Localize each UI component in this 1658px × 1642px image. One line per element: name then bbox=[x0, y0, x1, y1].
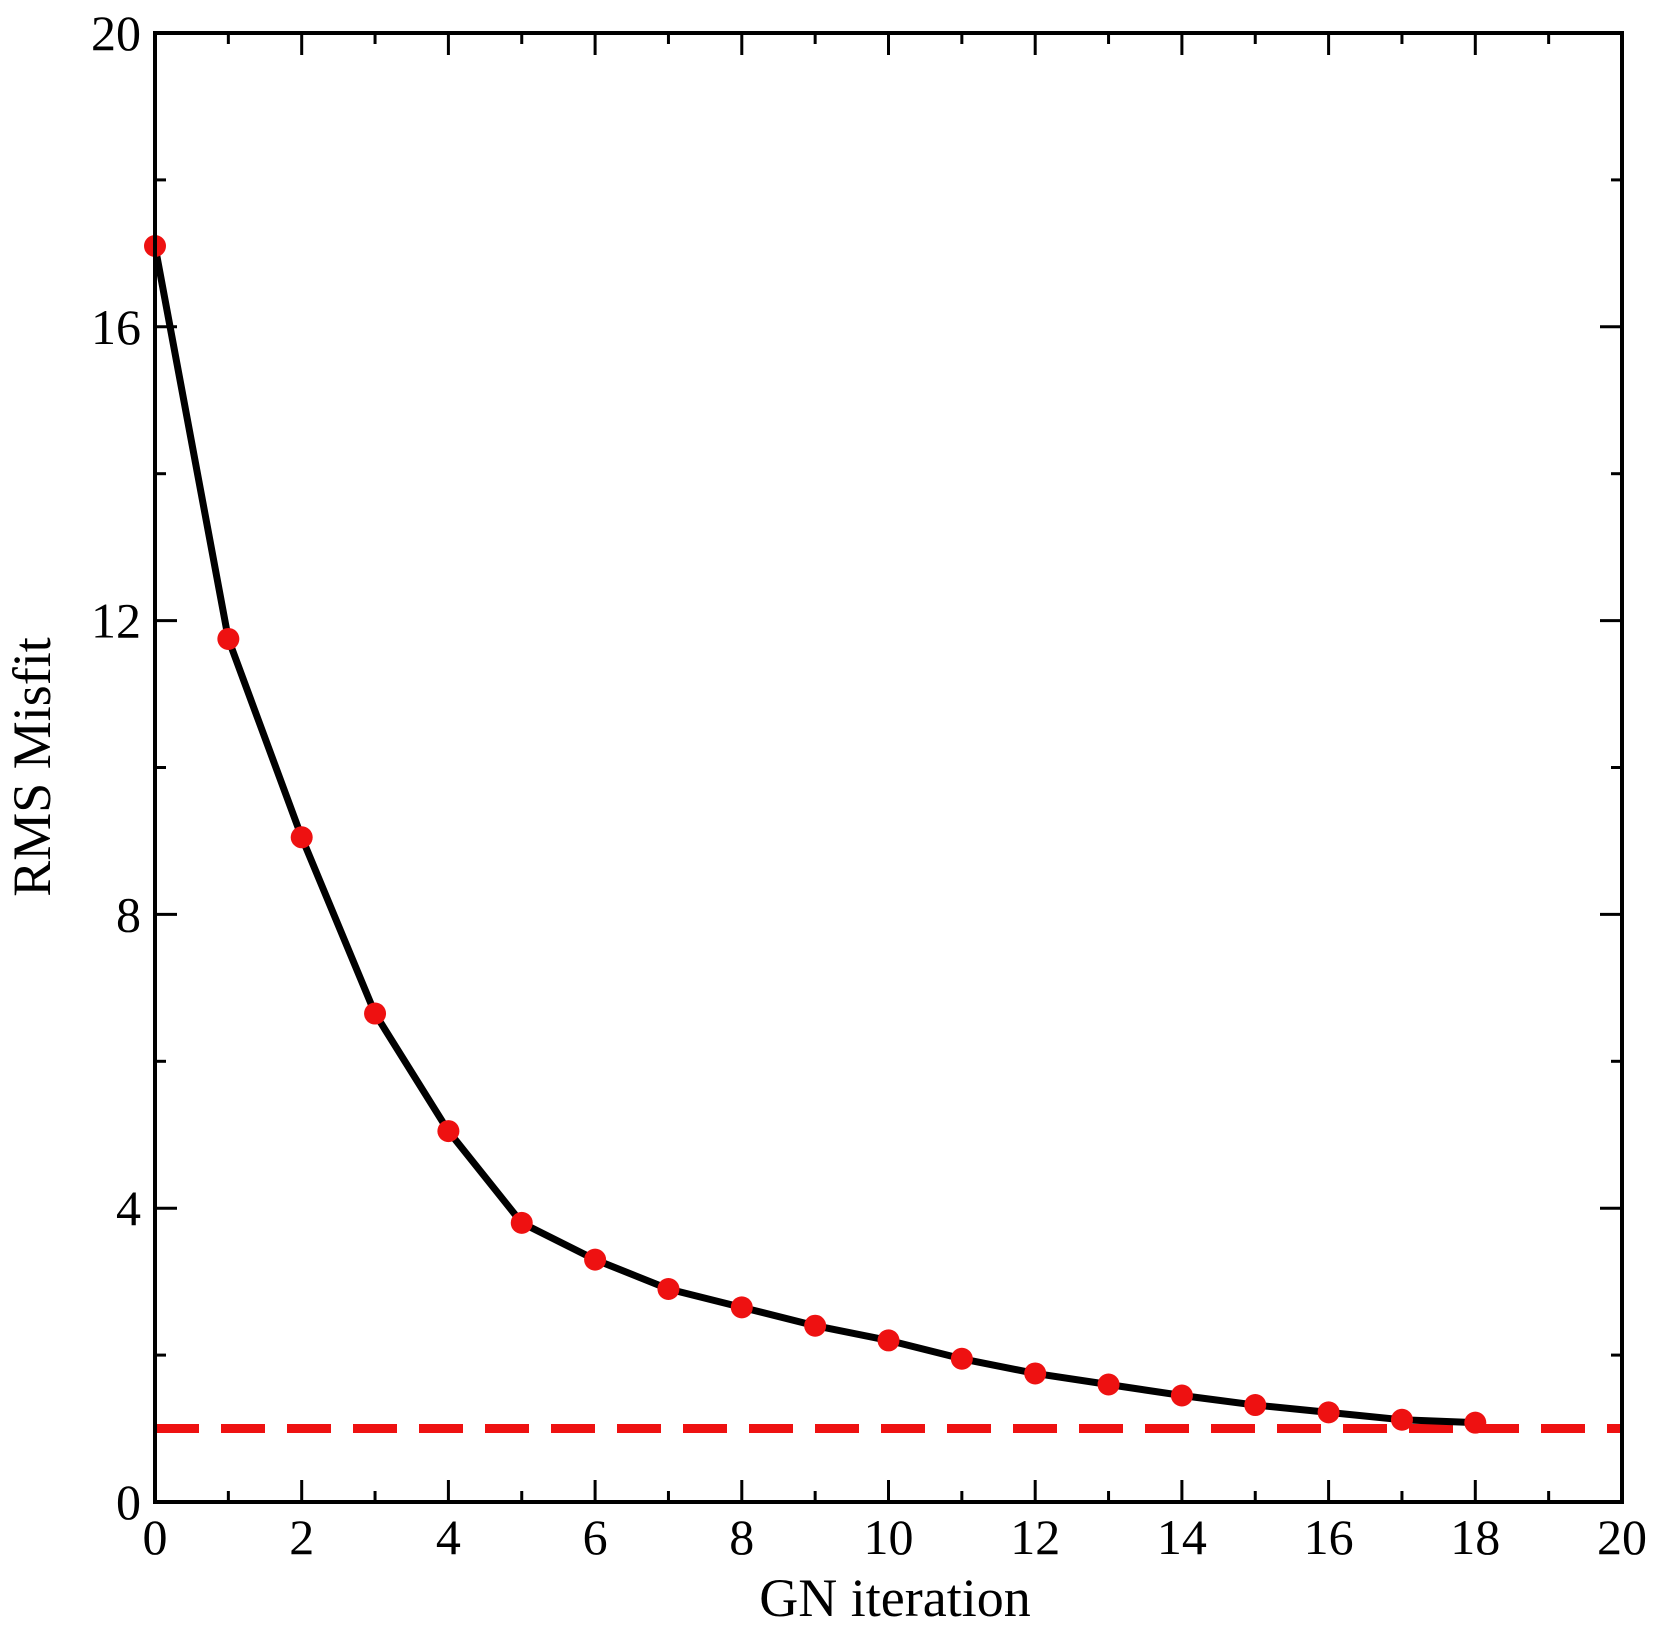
data-point bbox=[1317, 1401, 1340, 1424]
y-tick-label: 20 bbox=[91, 5, 141, 61]
data-point bbox=[290, 826, 313, 849]
data-point bbox=[584, 1248, 607, 1271]
x-tick-label: 12 bbox=[1010, 1509, 1060, 1565]
data-point bbox=[730, 1296, 753, 1319]
y-tick-label: 0 bbox=[116, 1474, 141, 1530]
data-point bbox=[804, 1314, 827, 1337]
data-point bbox=[510, 1211, 533, 1234]
data-point bbox=[1024, 1362, 1047, 1385]
x-axis-label: GN iteration bbox=[759, 1568, 1030, 1628]
y-tick-label: 8 bbox=[116, 886, 141, 942]
data-point bbox=[437, 1120, 460, 1143]
data-point bbox=[1097, 1373, 1120, 1396]
ticks-layer bbox=[153, 31, 1624, 1504]
x-tick-label: 10 bbox=[864, 1509, 914, 1565]
x-tick-label: 6 bbox=[583, 1509, 608, 1565]
series-layer bbox=[151, 242, 1479, 1427]
data-point bbox=[657, 1277, 680, 1300]
x-tick-label: 20 bbox=[1597, 1509, 1647, 1565]
x-tick-label: 0 bbox=[143, 1509, 168, 1565]
x-tick-label: 8 bbox=[729, 1509, 754, 1565]
data-point bbox=[217, 627, 240, 650]
x-tick-label: 2 bbox=[289, 1509, 314, 1565]
x-tick-label: 4 bbox=[436, 1509, 461, 1565]
data-point bbox=[877, 1329, 900, 1352]
data-point bbox=[1244, 1394, 1267, 1417]
y-tick-label: 16 bbox=[91, 299, 141, 355]
y-axis-label: RMS Misfit bbox=[2, 637, 62, 897]
x-tick-label: 16 bbox=[1304, 1509, 1354, 1565]
tick-label-layer: 0 2 4 6 8 10 12 14 16 18 20 0 4 8 12 16 20 bbox=[91, 5, 1647, 1565]
plot-frame bbox=[153, 31, 1624, 1504]
series-line bbox=[151, 242, 1479, 1427]
data-point bbox=[1170, 1384, 1193, 1407]
x-tick-label: 18 bbox=[1450, 1509, 1500, 1565]
data-point bbox=[1464, 1411, 1487, 1434]
x-tick-label: 14 bbox=[1157, 1509, 1207, 1565]
y-tick-label: 4 bbox=[116, 1180, 141, 1236]
y-tick-label: 12 bbox=[91, 593, 141, 649]
marker-layer bbox=[144, 235, 1487, 1434]
data-point bbox=[364, 1002, 387, 1025]
data-point bbox=[1390, 1408, 1413, 1431]
data-point bbox=[950, 1347, 973, 1370]
